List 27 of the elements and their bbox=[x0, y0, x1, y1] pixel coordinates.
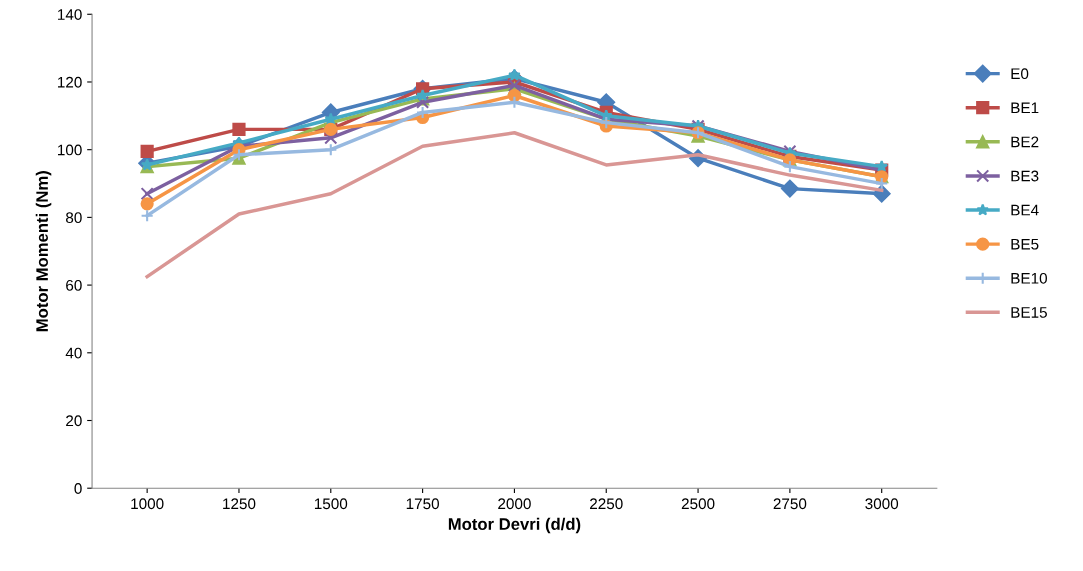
x-tick-label: 3000 bbox=[865, 498, 899, 510]
x-tick-label: 1250 bbox=[223, 498, 256, 510]
x-tick-label: 1750 bbox=[406, 498, 439, 510]
y-tick-label: 100 bbox=[58, 144, 82, 156]
legend-label: BE5 bbox=[1011, 238, 1039, 250]
y-tick-label: 20 bbox=[66, 415, 82, 427]
x-tick-label: 2750 bbox=[773, 498, 807, 510]
y-tick-label: 40 bbox=[65, 347, 82, 359]
y-tick-label: 120 bbox=[58, 76, 82, 88]
y-tick-label: 80 bbox=[66, 212, 82, 224]
y-axis-title: Motor Momenti (Nm) bbox=[35, 171, 52, 332]
legend-label: BE4 bbox=[1011, 204, 1039, 216]
x-tick-label: 2000 bbox=[498, 498, 531, 510]
legend-label: E0 bbox=[1011, 68, 1029, 80]
x-axis-title: Motor Devri (d/d) bbox=[448, 517, 581, 534]
x-tick-label: 1500 bbox=[314, 498, 348, 510]
legend-label: BE2 bbox=[1011, 136, 1039, 148]
legend-label: BE10 bbox=[1011, 272, 1047, 284]
x-tick-label: 1000 bbox=[131, 498, 164, 510]
y-tick-label: 60 bbox=[66, 279, 82, 291]
legend-label: BE3 bbox=[1011, 170, 1039, 182]
x-tick-label: 2500 bbox=[681, 498, 715, 510]
x-tick-label: 2250 bbox=[590, 498, 623, 510]
legend-label: BE15 bbox=[1011, 307, 1047, 318]
legend-label: BE1 bbox=[1011, 102, 1039, 114]
y-tick-label: 140 bbox=[58, 9, 82, 20]
y-tick-label: 0 bbox=[74, 483, 82, 494]
